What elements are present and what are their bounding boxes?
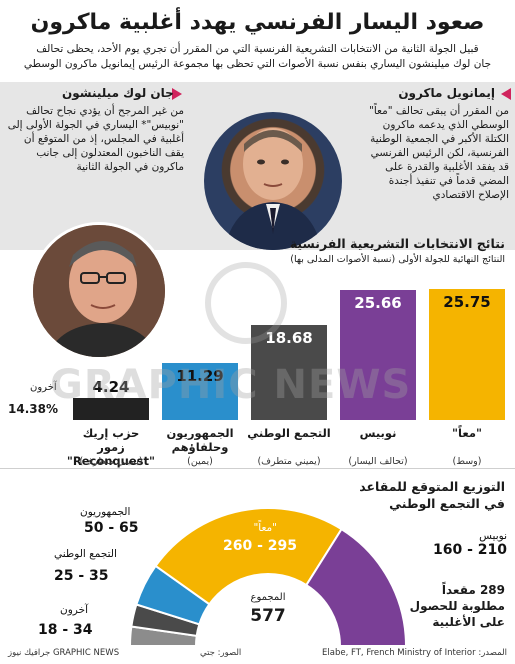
melenchon-photo	[30, 222, 168, 360]
majority-line-1: 289 مقعداً	[441, 583, 505, 597]
seat-range-4: 25 - 35	[54, 568, 109, 584]
bar-sublabel-4: (يمين)	[187, 456, 213, 467]
bar-2	[340, 289, 416, 420]
bar-5	[73, 398, 149, 420]
seat-segment-2	[304, 527, 408, 647]
results-heading: نتائج الانتخابات التشريعية الفرنسية	[289, 236, 505, 251]
bar-value-5: 4.24	[92, 378, 130, 397]
majority-line-2: مطلوبة للحصول	[409, 599, 505, 613]
subtitle-line-1: قبيل الجولة الثانية من الانتخابات التشري…	[36, 43, 479, 55]
subtitle: قبيل الجولة الثانية من الانتخابات التشري…	[10, 42, 505, 72]
bar-category-3: التجمع الوطني	[247, 426, 331, 440]
seat-range-3: 50 - 65	[84, 520, 139, 536]
seat-hemicycle-chart	[128, 507, 408, 647]
photo-credit: الصور: جتي	[200, 648, 242, 658]
bar-category-5: حزب إريك زمور "Reconquest"	[66, 426, 155, 468]
others-label: آخرون	[30, 382, 57, 393]
bar-1	[429, 289, 505, 420]
seat-name-3: الجمهوريون	[80, 506, 131, 518]
total-value: 577	[250, 606, 286, 626]
bar-4	[162, 362, 238, 420]
bar-value-1: 25.75	[443, 293, 491, 312]
seats-heading-line-2: في التجمع الوطني	[389, 496, 505, 511]
others-value: 14.38%	[8, 402, 58, 416]
bar-category-2: نوبيس	[359, 426, 397, 440]
watermark-logo-icon	[205, 262, 287, 344]
bar-sublabel-2: (تحالف اليسار)	[348, 456, 408, 467]
bar-value-3: 18.68	[265, 329, 313, 348]
results-subheading: النتائج النهائية للجولة الأولى (نسبة الأ…	[290, 254, 505, 265]
section-divider	[0, 468, 515, 469]
subtitle-line-2: جان لوك ميلينشون اليساري بنفس نسبة الأصو…	[23, 58, 492, 70]
seat-range-2: 160 - 210	[432, 542, 507, 558]
seat-name-1: "معاً"	[253, 522, 277, 534]
page-title: صعود اليسار الفرنسي يهدد أغلبية ماكرون	[30, 10, 485, 35]
seat-name-2: نوبيس	[479, 530, 507, 542]
source-credit: المصدر: Elabe, FT, French Ministry of In…	[322, 648, 507, 658]
publisher-credit: GRAPHIC NEWS جرافيك نيوز	[8, 648, 120, 658]
majority-line-3: على الأغلبية	[432, 615, 505, 629]
results-bar-chart: 25.75 "معاً" (وسط) 25.66 نوبيس (تحالف اليسار)…	[0, 268, 515, 468]
bar-value-4: 11.29	[176, 366, 224, 385]
macron-marker-icon	[501, 88, 511, 100]
seat-name-4: التجمع الوطني	[54, 548, 117, 560]
bar-sublabel-5: (يميني متطرف)	[79, 456, 143, 467]
bar-sublabel-3: (يميني متطرف)	[257, 456, 321, 467]
bar-3	[251, 325, 327, 420]
macron-photo	[204, 112, 342, 250]
watermark: GRAPHIC NEWS	[50, 362, 412, 408]
melenchon-name: جان لوك ميلينشون	[62, 86, 174, 100]
bar-category-1: "معاً"	[452, 426, 482, 440]
macron-description: من المقرر أن يبقى تحالف "معاً" الوسطي ال…	[369, 105, 509, 201]
total-label: المجموع	[250, 592, 286, 603]
melenchon-description: من غير المرجح أن يؤدي نجاح تحالف "نوبيس"…	[7, 105, 184, 173]
seat-range-5: 18 - 34	[38, 622, 93, 638]
seats-heading: التوزيع المتوقع للمقاعد في التجمع الوطني	[359, 478, 505, 512]
seat-range-1: 260 - 295	[222, 538, 297, 554]
seat-name-5: آخرون	[60, 604, 88, 616]
bar-value-2: 25.66	[354, 293, 402, 312]
macron-name: إيمانويل ماكرون	[398, 86, 495, 100]
melenchon-marker-icon	[172, 88, 182, 100]
seats-heading-line-1: التوزيع المتوقع للمقاعد	[359, 479, 505, 494]
bar-category-4: الجمهوريون وحلفاؤهم	[166, 426, 234, 454]
seat-segment-1	[154, 507, 343, 606]
bar-sublabel-1: (وسط)	[452, 456, 482, 467]
majority-note: 289 مقعداً مطلوبة للحصول على الأغلبية	[410, 582, 505, 630]
